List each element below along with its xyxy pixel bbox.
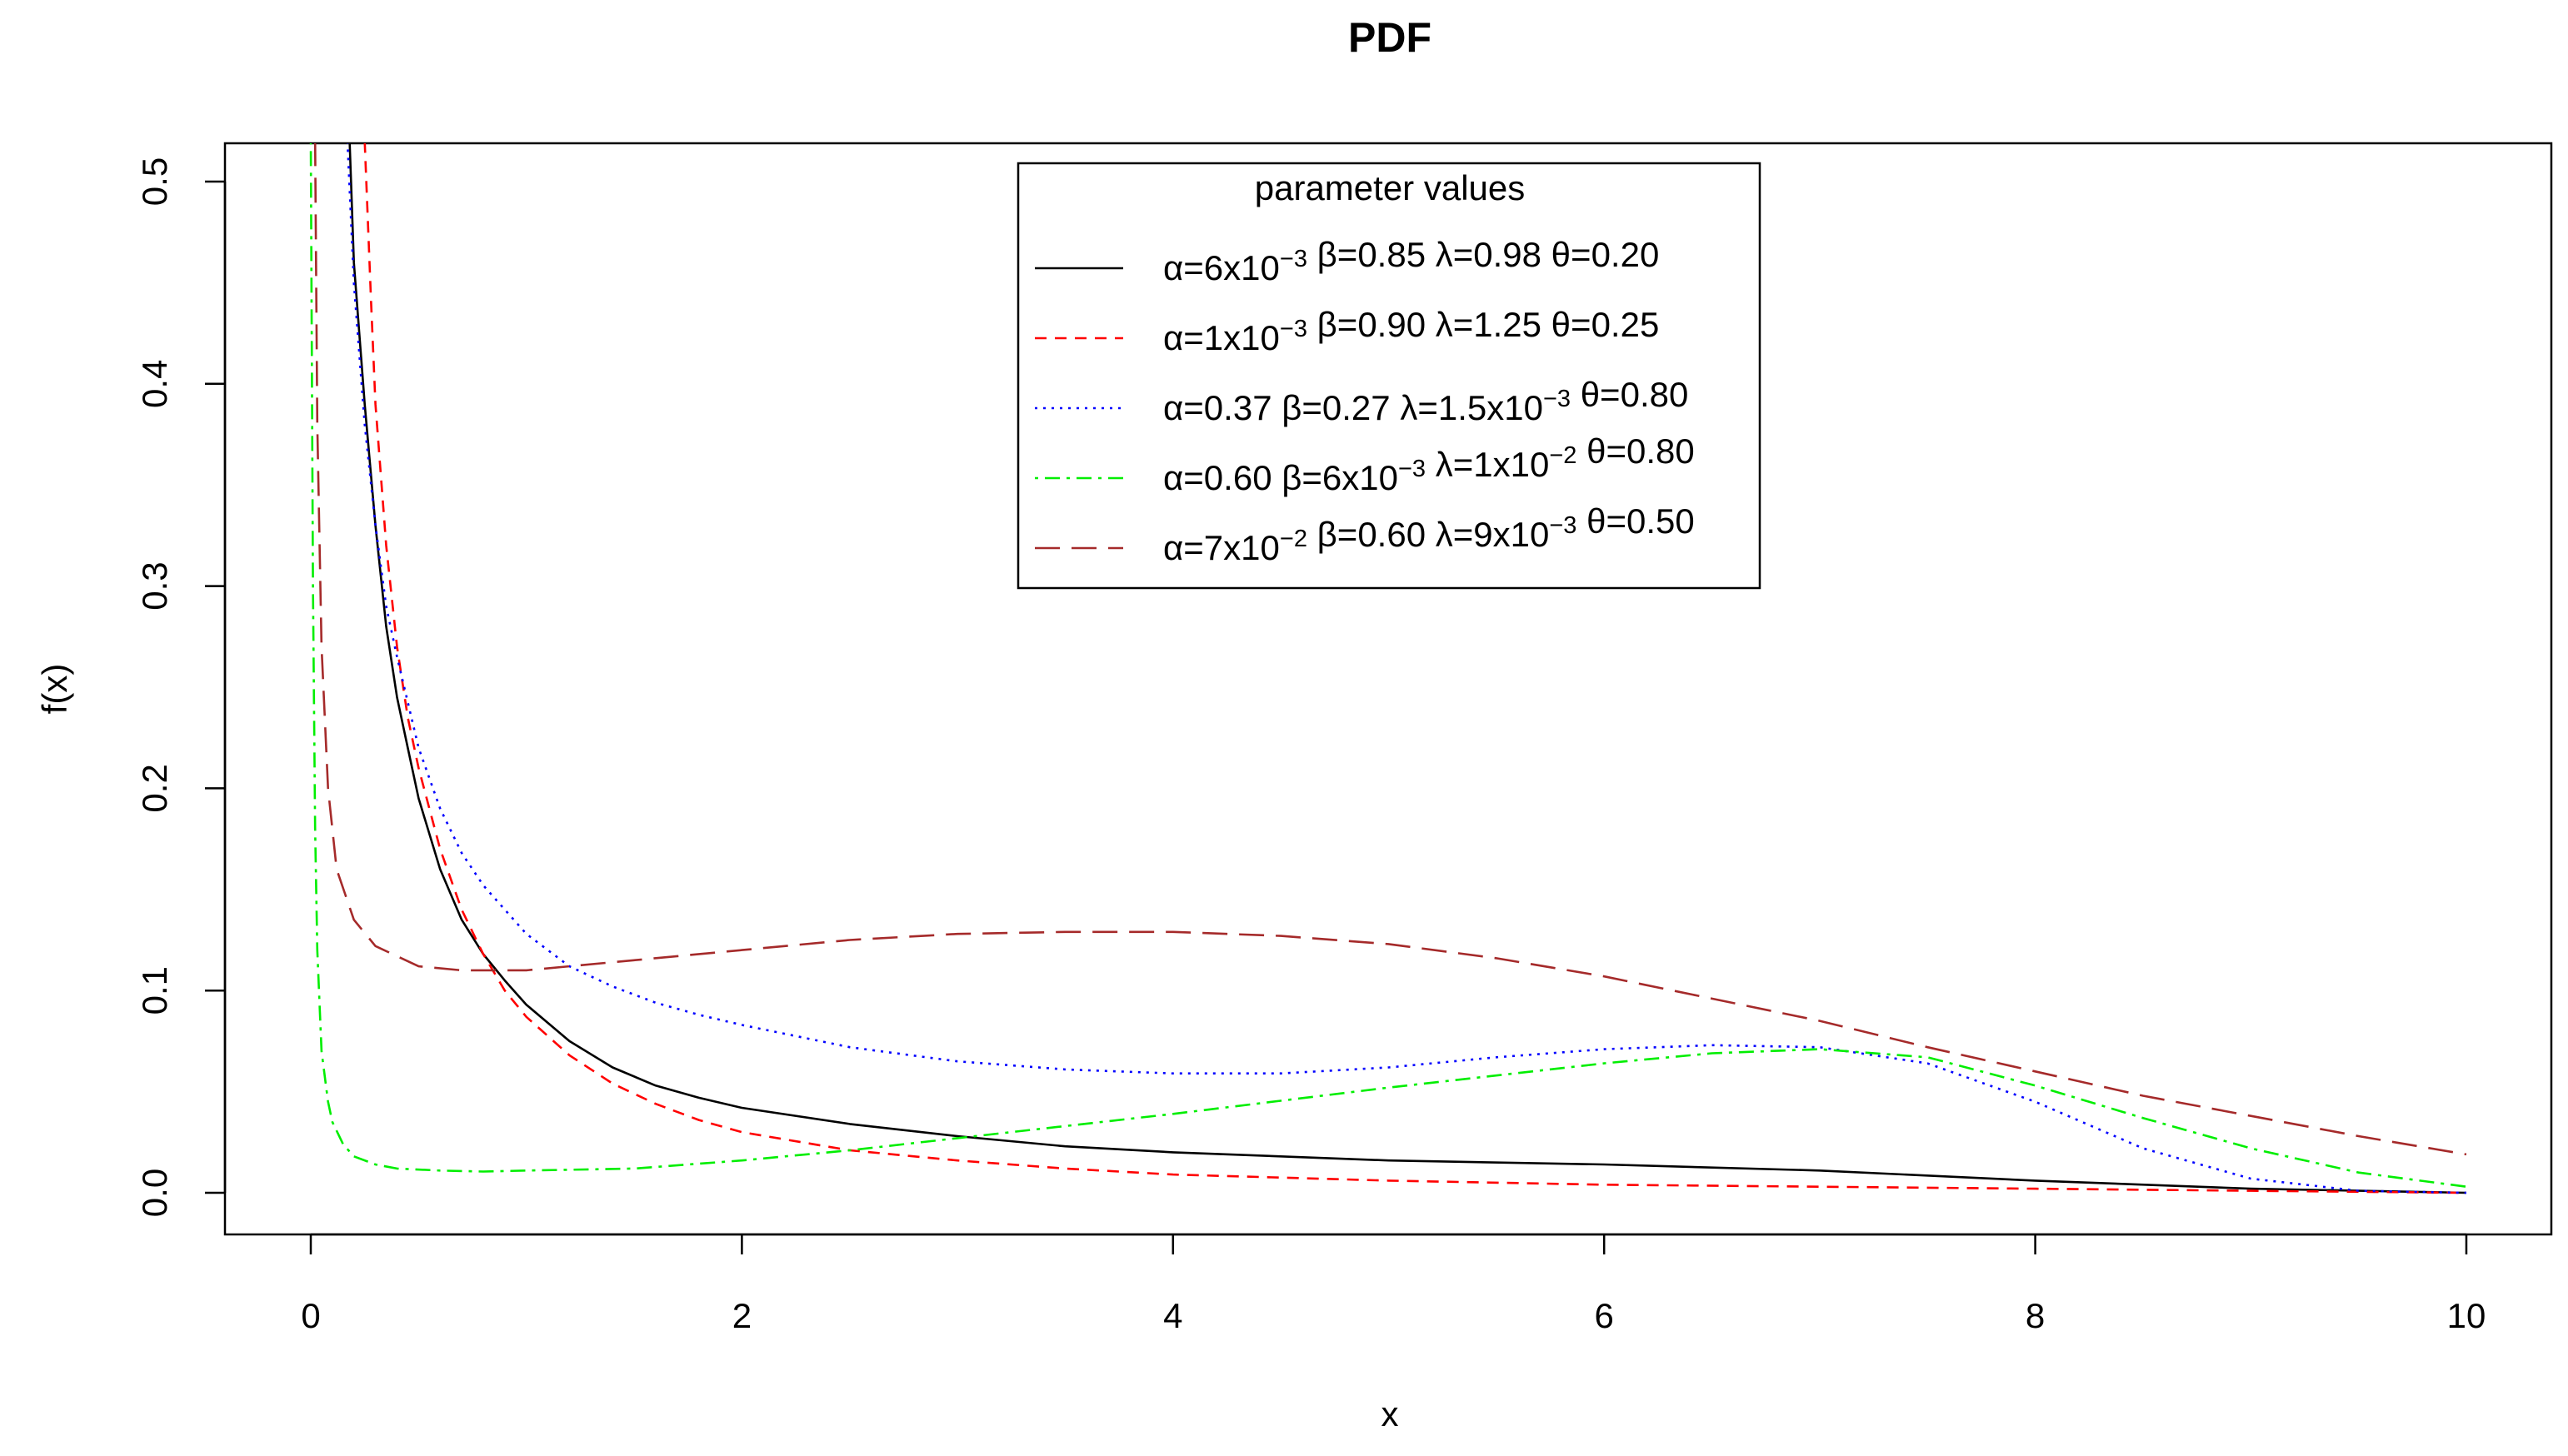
legend-title: parameter values [1255,168,1526,207]
curves [309,143,2467,1194]
x-tick-label: 10 [2447,1296,2486,1335]
legend-label-1: α=6x10−3 β=0.85 λ=0.98 θ=0.20 [1163,235,1659,287]
x-tick-label: 8 [2026,1296,2045,1335]
x-tick-label: 0 [301,1296,320,1335]
y-tick-label: 0.0 [135,1169,174,1217]
legend-label-5: α=7x10−2 β=0.60 λ=9x10−3 θ=0.50 [1163,501,1695,567]
legend-box [1017,162,1761,590]
y-tick-label: 0.2 [135,764,174,812]
y-tick-label: 0.3 [135,561,174,610]
legend-label-4: α=0.60 β=6x10−3 λ=1x10−2 θ=0.80 [1163,431,1695,497]
x-tick-label: 6 [1595,1296,1614,1335]
series-line-2 [363,143,2467,1194]
y-tick-label: 0.1 [135,966,174,1015]
legend-label-2: α=1x10−3 β=0.90 λ=1.25 θ=0.25 [1163,305,1659,357]
chart-title: PDF [1348,14,1431,61]
x-tick-label: 4 [1163,1296,1182,1335]
y-axis: 0.0 0.1 0.2 0.3 0.4 0.5 [135,157,227,1217]
x-axis-label: x [1381,1394,1399,1434]
series-line-3 [346,143,2467,1194]
y-tick-label: 0.4 [135,360,174,408]
y-tick-label: 0.5 [135,157,174,206]
series-line-5 [313,143,2467,1156]
x-tick-label: 2 [732,1296,752,1335]
legend: parameter values α=6x10−3 β=0.85 λ=0.98 … [1017,162,1761,590]
series-line-4 [309,143,2467,1188]
y-axis-label: f(x) [35,664,74,715]
legend-label-3: α=0.37 β=0.27 λ=1.5x10−3 θ=0.80 [1163,375,1688,427]
x-axis: 0 2 4 6 8 10 [301,1233,2486,1335]
series-line-1 [348,143,2467,1194]
